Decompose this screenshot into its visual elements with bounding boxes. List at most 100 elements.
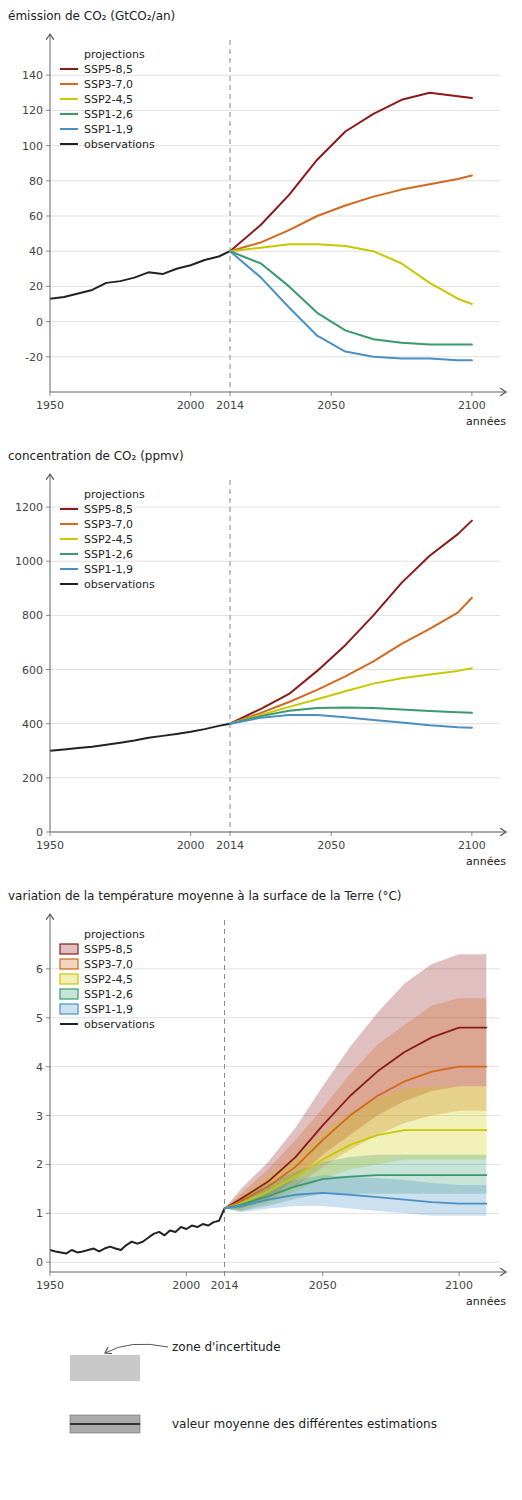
legend-swatch [60,83,78,85]
x-tick-label: 2014 [211,1279,239,1292]
legend-swatch [60,1004,78,1014]
x-tick-label: 2000 [177,399,205,412]
y-tick [46,669,50,670]
y-tick [46,1213,50,1214]
reference-line [224,920,225,1272]
y-tick [46,251,50,252]
x-tick [190,832,191,836]
annotation: zone d'incertitude [172,1340,281,1354]
x-tick [50,832,51,836]
y-tick-label: 2 [36,1158,43,1171]
y-tick [46,507,50,508]
y-tick [46,1262,50,1263]
grid-line [50,777,500,778]
chart-title: émission de CO₂ (GtCO₂/an) [8,9,175,23]
x-tick [50,1272,51,1276]
y-tick [46,145,50,146]
y-tick-label: 100 [22,140,43,153]
x-tick-label: 2014 [216,839,244,852]
grid-line [50,216,500,217]
legend-swatch [60,538,78,540]
y-tick-label: 20 [29,280,43,293]
chart: variation de la température moyenne à la… [8,889,506,1308]
legend-label: SSP1-2,6 [84,548,133,561]
y-tick [46,832,50,833]
legend-title: projections [84,488,145,501]
page: {"chart_data": [ {"type": "line", "ylabe… [0,0,522,1500]
legend-swatch [60,113,78,115]
grid-line [50,723,500,724]
y-tick [46,356,50,357]
y-tick-label: 1000 [15,555,43,568]
x-tick-label: 2050 [309,1279,337,1292]
legend-label: SSP1-2,6 [84,988,133,1001]
grid-line [50,356,500,357]
y-tick-label: 5 [36,1012,43,1025]
y-tick-label: -20 [25,351,43,364]
legend-swatch [60,568,78,570]
y-axis [50,34,51,392]
legend-label: SSP1-1,9 [84,123,133,136]
series-line [230,598,472,724]
x-axis [50,392,506,393]
legend-label: SSP3-7,0 [84,78,133,91]
grid-line [50,286,500,287]
y-tick [46,1115,50,1116]
annotation: valeur moyenne des différentes estimatio… [172,1417,437,1431]
legend-swatch [60,508,78,510]
legend-swatch [60,98,78,100]
uncertainty-band [225,1175,487,1216]
series-line [230,251,472,360]
series-line [225,1067,487,1209]
key: zone d'incertitude valeur moyenne des dif… [70,1340,437,1433]
legend-label: SSP1-1,9 [84,1003,133,1016]
grid-line [50,251,500,252]
legend-label: SSP5-8,5 [84,503,133,516]
x-tick [230,832,231,836]
y-tick [46,286,50,287]
y-tick-label: 800 [22,609,43,622]
y-tick [46,615,50,616]
legend-label: SSP5-8,5 [84,63,133,76]
y-tick-label: 40 [29,245,43,258]
legend-title: projections [84,48,145,61]
chart-title: variation de la température moyenne à la… [8,889,402,903]
x-tick [331,392,332,396]
x-tick [459,1272,460,1276]
y-tick-label: 1200 [15,501,43,514]
x-tick-label: 2000 [177,839,205,852]
y-tick [46,216,50,217]
chart-title: concentration de CO₂ (ppmv) [8,449,184,463]
y-tick-label: 4 [36,1061,43,1074]
series-line [230,176,472,252]
legend-label: SSP1-2,6 [84,108,133,121]
legend-label: SSP2-4,5 [84,973,133,986]
key-band-swatch [70,1355,140,1381]
x-axis-label: années [466,855,506,868]
plot-background [50,480,500,832]
legend-swatch [60,523,78,525]
legend-label: SSP2-4,5 [84,93,133,106]
x-tick-label: 2000 [172,1279,200,1292]
y-tick-label: 400 [22,718,43,731]
series-line [230,244,472,304]
y-tick [46,723,50,724]
y-tick [46,75,50,76]
legend-label: observations [84,138,155,151]
legend-label: observations [84,1018,155,1031]
y-tick-label: 0 [36,826,43,839]
series-line [230,715,472,728]
grid-line [50,1262,500,1263]
legend-label: SSP3-7,0 [84,518,133,531]
key-mean-swatch [70,1415,140,1433]
legend-swatch [60,68,78,70]
grid-line [50,180,500,181]
y-tick [46,1017,50,1018]
legend-swatch [60,1023,78,1025]
x-axis-label: années [466,415,506,428]
legend-swatch [60,944,78,954]
y-tick [46,561,50,562]
y-tick [46,110,50,111]
legend-swatch [60,553,78,555]
y-axis [50,914,51,1272]
